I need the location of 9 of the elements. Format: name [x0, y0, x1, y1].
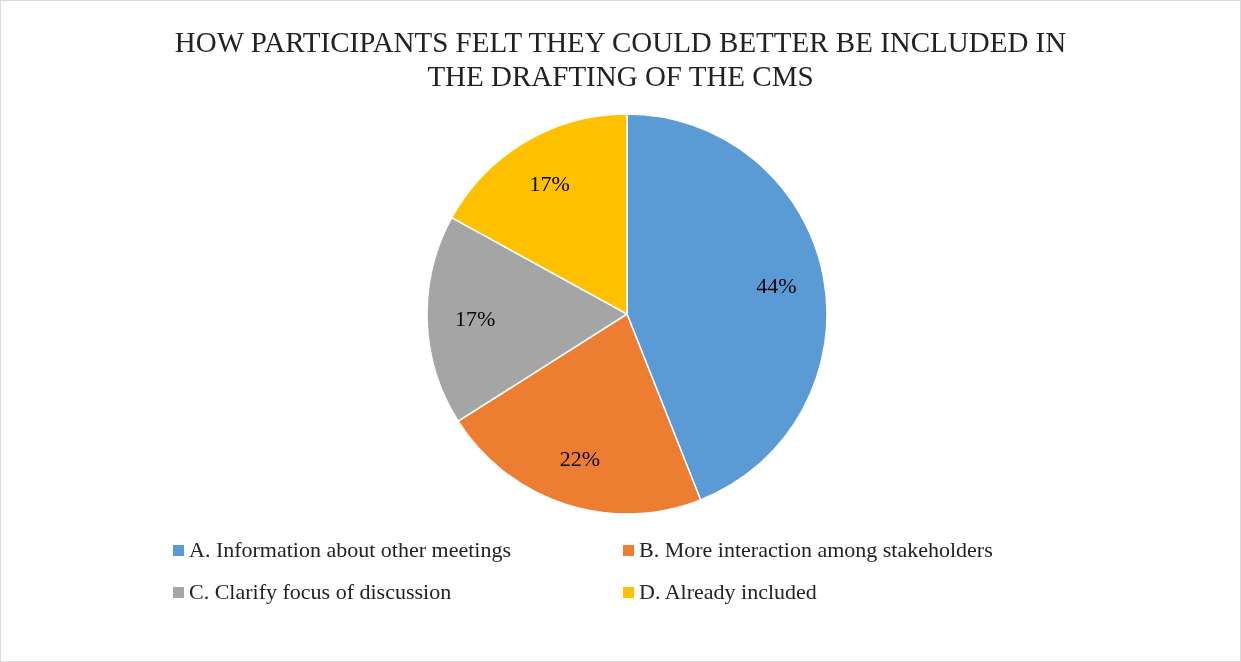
data-label: 17%: [454, 306, 496, 332]
data-label: 44%: [756, 273, 797, 299]
data-label: 17%: [529, 170, 570, 196]
legend-label: D. Already included: [639, 579, 817, 605]
chart-title: HOW PARTICIPANTS FELT THEY COULD BETTER BE INCLUDED IN THE DRAFTING OF THE CMS: [173, 25, 1068, 93]
legend-label: A. Information about other meetings: [189, 537, 511, 563]
data-label: 22%: [559, 446, 601, 472]
legend-label: B. More interaction among stakeholders: [639, 537, 993, 563]
legend-label: C. Clarify focus of discussion: [189, 579, 452, 605]
